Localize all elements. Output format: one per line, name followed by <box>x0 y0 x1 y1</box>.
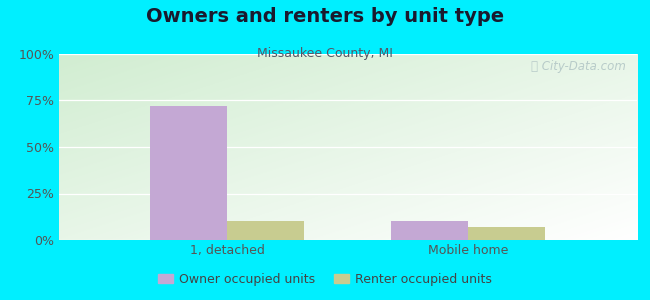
Text: Missaukee County, MI: Missaukee County, MI <box>257 46 393 59</box>
Legend: Owner occupied units, Renter occupied units: Owner occupied units, Renter occupied un… <box>153 268 497 291</box>
Bar <box>391 221 468 240</box>
Bar <box>468 227 545 240</box>
Text: Ⓢ City-Data.com: Ⓢ City-Data.com <box>530 60 625 73</box>
Bar <box>150 106 228 240</box>
Bar <box>227 221 304 240</box>
Text: Owners and renters by unit type: Owners and renters by unit type <box>146 8 504 26</box>
